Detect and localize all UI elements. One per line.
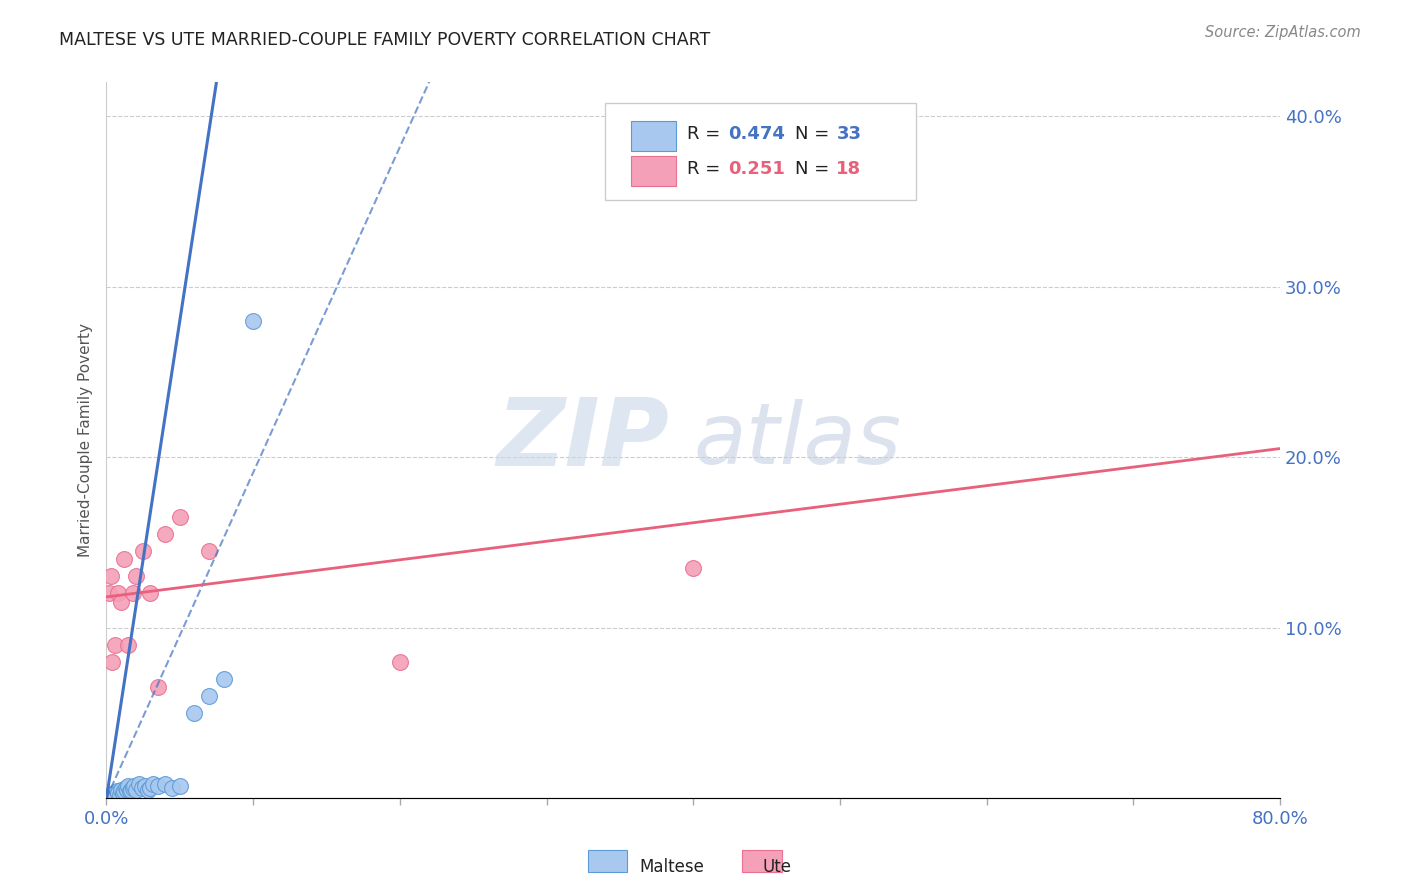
Bar [588,850,627,872]
Point [132,544,155,558]
Point [169,779,191,793]
Point [142,777,165,791]
Point [131,780,153,795]
Point [162,780,184,795]
Text: Maltese: Maltese [640,858,704,876]
Point [125,782,148,797]
Point [242,313,264,327]
Point [104,788,127,802]
Point [111,786,134,800]
Point [105,784,128,798]
Point [107,786,129,800]
Text: Ute: Ute [762,858,792,876]
FancyBboxPatch shape [631,121,676,152]
Text: ZIP: ZIP [496,394,669,486]
Point [169,509,191,524]
Point [146,779,169,793]
Text: R =: R = [688,161,727,178]
Point [100,788,122,802]
Text: N =: N = [796,125,835,144]
Point [134,779,156,793]
Point [120,782,142,797]
Text: atlas: atlas [693,399,901,482]
Point [112,784,135,798]
Text: 0.474: 0.474 [728,125,786,144]
Point [112,552,135,566]
Point [110,595,132,609]
Point [212,672,235,686]
Point [124,779,146,793]
Text: N =: N = [796,161,835,178]
Point [103,786,125,800]
Point [388,655,411,669]
Point [107,586,129,600]
Point [108,788,131,802]
Point [198,544,221,558]
Bar [742,850,782,872]
Point [100,569,122,583]
Point [128,777,150,791]
Text: MALTESE VS UTE MARRIED-COUPLE FAMILY POVERTY CORRELATION CHART: MALTESE VS UTE MARRIED-COUPLE FAMILY POV… [59,31,710,49]
Point [101,789,124,804]
Point [117,638,139,652]
Text: 33: 33 [837,125,862,144]
Text: 0.251: 0.251 [728,161,786,178]
Point [115,782,138,797]
Point [101,655,124,669]
Y-axis label: Married-Couple Family Poverty: Married-Couple Family Poverty [79,323,93,557]
Point [139,586,162,600]
Text: R =: R = [688,125,727,144]
Point [146,681,169,695]
Point [114,780,136,795]
Point [98,586,121,600]
Point [153,777,176,791]
Point [98,789,121,804]
FancyBboxPatch shape [631,156,676,186]
FancyBboxPatch shape [605,103,917,200]
Point [153,526,176,541]
Text: 18: 18 [837,161,862,178]
Point [122,586,145,600]
Point [110,782,132,797]
Point [122,780,145,795]
Point [104,638,127,652]
Point [183,706,205,720]
Text: Source: ZipAtlas.com: Source: ZipAtlas.com [1205,25,1361,40]
Point [118,784,141,798]
Point [198,689,221,703]
Point [139,780,162,795]
Point [682,561,704,575]
Point [136,782,159,797]
Point [125,569,148,583]
Point [117,779,139,793]
